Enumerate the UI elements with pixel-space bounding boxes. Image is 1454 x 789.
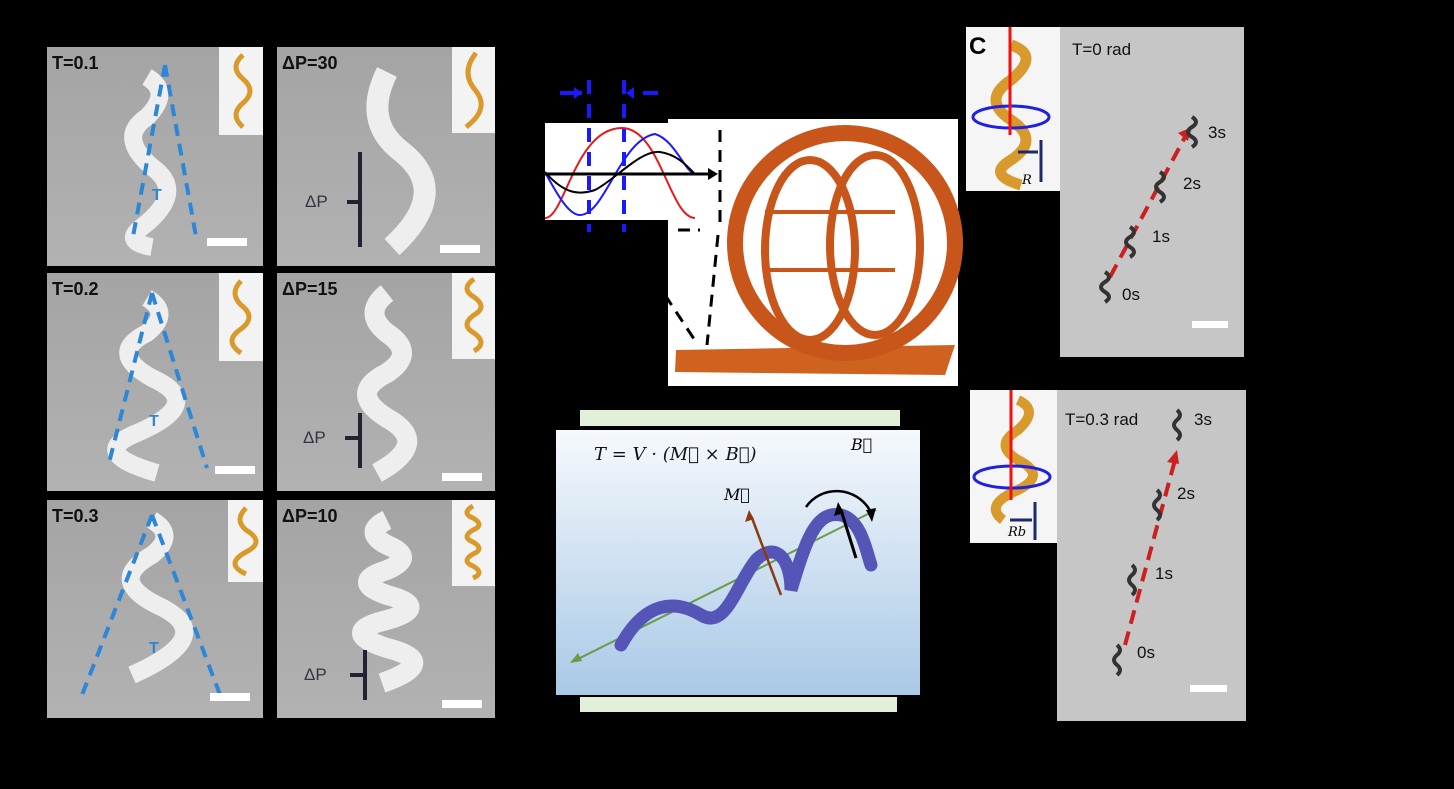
- trajectory-image-bottom: T=0.3 rad 0s 1s 2s 3s: [1057, 390, 1246, 721]
- taper-line: [130, 64, 199, 243]
- pitch-marker: ΔP: [303, 428, 326, 447]
- condition-label: T=0.3 rad: [1065, 410, 1139, 429]
- sem-taper-0.3: T=0.3 T: [47, 500, 263, 718]
- scale-bar: [1192, 321, 1228, 328]
- time-label: 1s: [1155, 564, 1173, 583]
- time-label: 3s: [1208, 123, 1226, 142]
- taper-line: [107, 292, 209, 469]
- scale-bar: [1190, 685, 1227, 692]
- coil-plate-top: [580, 410, 900, 426]
- torque-equation: T = V · (M⃗ × B⃗): [594, 444, 757, 465]
- scale-bar: [215, 466, 255, 474]
- pitch-marker: ΔP: [305, 192, 328, 211]
- sem-pitch-30: ΔP=30 ΔP: [277, 47, 495, 266]
- helix-image: [124, 69, 177, 256]
- taper-label: T=0.2: [52, 279, 99, 299]
- pitch-label: ΔP=30: [282, 53, 338, 73]
- scale-bar: [210, 693, 250, 701]
- sem-taper-0.2: T=0.2 T: [47, 273, 263, 491]
- helix-inset: [219, 273, 263, 361]
- time-label: 2s: [1183, 174, 1201, 193]
- sem-taper-0.1: T=0.1 T: [47, 47, 263, 266]
- b-label: B⃗: [851, 435, 873, 454]
- taper-marker: T: [152, 187, 162, 204]
- waveform-plot: [545, 123, 668, 220]
- helix-inset: [228, 500, 263, 582]
- radius-label: Rb: [1008, 525, 1027, 540]
- helix-inset: [452, 47, 495, 133]
- taper-label: T=0.1: [52, 53, 99, 73]
- pitch-bar: [345, 413, 362, 468]
- time-label: 0s: [1137, 643, 1155, 662]
- pitch-marker: ΔP: [304, 665, 327, 684]
- m-label: M⃗: [724, 485, 750, 504]
- trajectory-image-top: T=0 rad 0s 1s 2s 3s: [1060, 27, 1244, 357]
- helix-schematic-top: C R: [966, 27, 1060, 191]
- taper-line: [80, 514, 224, 701]
- coil-render: [668, 119, 958, 386]
- time-label: 1s: [1152, 227, 1170, 246]
- field-helix: [614, 508, 878, 652]
- helix-inset: [452, 273, 495, 359]
- time-label: 3s: [1194, 410, 1212, 429]
- pitch-label: ΔP=10: [282, 506, 338, 526]
- panel-letter: C: [969, 33, 987, 60]
- scale-bar: [442, 700, 482, 708]
- helix-snapshots: [1099, 115, 1198, 304]
- taper-label: T=0.3: [52, 506, 99, 526]
- field-diagram: T = V · (M⃗ × B⃗) M⃗ B⃗: [556, 430, 920, 695]
- pitch-label: ΔP=15: [282, 279, 338, 299]
- scale-bar: [442, 473, 482, 481]
- pitch-bar: [350, 650, 367, 700]
- sem-pitch-15: ΔP=15 ΔP: [277, 273, 495, 491]
- helix-inset: [219, 47, 263, 135]
- helix-inset: [452, 500, 495, 586]
- pitch-bar: [347, 152, 362, 247]
- helix-schematic-bottom: Rb: [970, 390, 1057, 543]
- scale-bar: [207, 238, 247, 246]
- taper-marker: T: [149, 640, 159, 657]
- taper-marker: T: [149, 413, 159, 430]
- field-arrow: [839, 509, 858, 559]
- radius-label: R: [1022, 173, 1032, 188]
- scale-bar: [440, 245, 480, 253]
- time-label: 0s: [1122, 285, 1140, 304]
- sem-pitch-10: ΔP=10 ΔP: [277, 500, 495, 718]
- helix-snapshots: [1112, 408, 1182, 677]
- rotation-arrow: [804, 489, 873, 513]
- coil-plate-bottom: [580, 697, 897, 712]
- time-label: 2s: [1177, 484, 1195, 503]
- condition-label: T=0 rad: [1072, 40, 1132, 59]
- magnetization-arrow: [750, 517, 783, 596]
